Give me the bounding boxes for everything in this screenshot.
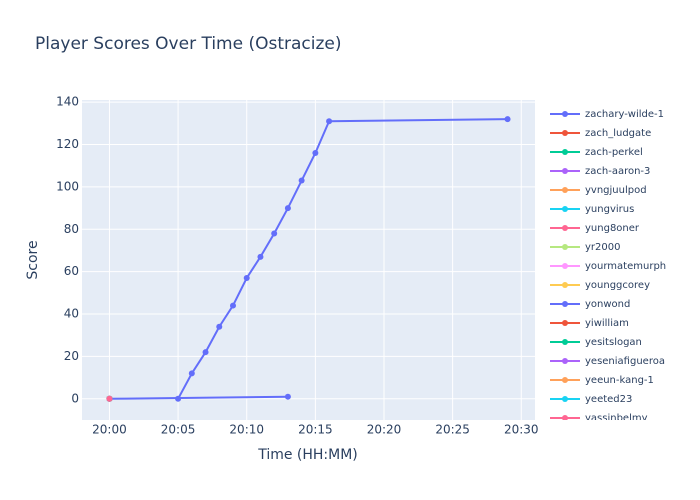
y-tick-label: 0 bbox=[71, 391, 79, 405]
legend-label: younggcorey bbox=[585, 280, 650, 291]
legend-label: yeeun-kang-1 bbox=[585, 375, 654, 386]
legend[interactable]: zachary-wilde-1 zach_ludgate zach-perkel za… bbox=[550, 109, 666, 424]
legend-label: yung8oner bbox=[585, 223, 640, 234]
y-tick-label: 60 bbox=[64, 264, 79, 278]
legend-marker bbox=[562, 301, 568, 307]
legend-marker bbox=[562, 263, 568, 269]
legend-marker bbox=[562, 168, 568, 174]
legend-item[interactable]: yonwond bbox=[550, 299, 630, 310]
legend-marker bbox=[562, 111, 568, 117]
legend-marker bbox=[562, 396, 568, 402]
data-point bbox=[284, 205, 291, 212]
legend-marker bbox=[562, 206, 568, 212]
data-point bbox=[504, 116, 511, 123]
legend-item[interactable]: yeseniafigueroa bbox=[550, 356, 665, 367]
legend-label: yvngjuulpod bbox=[585, 185, 647, 196]
legend-item[interactable]: yesitslogan bbox=[550, 337, 642, 348]
legend-item[interactable]: zachary-wilde-1 bbox=[550, 109, 664, 120]
chart-title: Player Scores Over Time (Ostracize) bbox=[35, 34, 342, 54]
y-tick-label: 140 bbox=[56, 95, 79, 109]
data-point bbox=[298, 177, 305, 184]
series-line bbox=[109, 395, 288, 400]
x-tick-label: 20:05 bbox=[161, 423, 196, 437]
y-tick-label: 20 bbox=[64, 349, 79, 363]
data-point bbox=[257, 253, 264, 260]
data-point bbox=[243, 275, 250, 282]
legend-marker bbox=[562, 149, 568, 155]
y-axis-label: Score bbox=[25, 240, 41, 279]
plot-area bbox=[82, 100, 535, 420]
legend-label: yeseniafigueroa bbox=[585, 356, 665, 367]
legend-marker bbox=[562, 320, 568, 326]
legend-label: yungvirus bbox=[585, 204, 634, 215]
legend-label: yr2000 bbox=[585, 242, 620, 253]
legend-marker bbox=[562, 244, 568, 250]
legend-item[interactable]: yung8oner bbox=[550, 223, 640, 234]
legend-label: zach_ludgate bbox=[585, 128, 651, 139]
data-point bbox=[326, 118, 333, 125]
legend-label: yiwilliam bbox=[585, 318, 629, 329]
legend-item[interactable]: zach_ludgate bbox=[550, 128, 651, 139]
legend-marker bbox=[562, 282, 568, 288]
y-tick-label: 80 bbox=[64, 222, 79, 236]
y-tick-label: 40 bbox=[64, 307, 79, 321]
legend-label: yassinbelmy bbox=[585, 413, 648, 424]
legend-label: yourmatemurph bbox=[585, 261, 666, 272]
y-tick-label: 120 bbox=[56, 137, 79, 151]
legend-item[interactable]: yeeted23 bbox=[550, 394, 632, 405]
x-tick-label: 20:10 bbox=[229, 423, 264, 437]
legend-item[interactable]: yourmatemurph bbox=[550, 261, 666, 272]
legend-label: zach-aaron-3 bbox=[585, 166, 650, 177]
legend-label: zach-perkel bbox=[585, 147, 643, 158]
legend-item[interactable]: yungvirus bbox=[550, 204, 634, 215]
x-tick-label: 20:30 bbox=[504, 423, 539, 437]
data-point bbox=[106, 395, 113, 402]
x-tick-label: 20:15 bbox=[298, 423, 333, 437]
legend-marker bbox=[562, 377, 568, 383]
legend-marker bbox=[562, 358, 568, 364]
legend-label: zachary-wilde-1 bbox=[585, 109, 664, 120]
legend-item[interactable]: yr2000 bbox=[550, 242, 620, 253]
data-point bbox=[284, 393, 291, 400]
plot bbox=[106, 116, 511, 402]
legend-marker bbox=[562, 130, 568, 136]
data-point bbox=[188, 370, 195, 377]
legend-item[interactable]: yassinbelmy bbox=[550, 413, 648, 424]
legend-item[interactable]: yeeun-kang-1 bbox=[550, 375, 654, 386]
data-point bbox=[271, 230, 278, 237]
legend-item[interactable]: zach-perkel bbox=[550, 147, 643, 158]
legend-label: yonwond bbox=[585, 299, 630, 310]
data-point bbox=[230, 302, 236, 309]
legend-label: yeeted23 bbox=[585, 394, 632, 405]
legend-item[interactable]: younggcorey bbox=[550, 280, 650, 291]
legend-marker bbox=[562, 415, 568, 420]
x-tick-label: 20:25 bbox=[435, 423, 470, 437]
legend-marker bbox=[562, 225, 568, 231]
legend-item[interactable]: yvngjuulpod bbox=[550, 185, 647, 196]
legend-marker bbox=[562, 187, 568, 193]
legend-item[interactable]: yiwilliam bbox=[550, 318, 629, 329]
legend-marker bbox=[562, 339, 568, 345]
legend-item[interactable]: zach-aaron-3 bbox=[550, 166, 650, 177]
x-tick-label: 20:00 bbox=[92, 423, 127, 437]
legend-label: yesitslogan bbox=[585, 337, 642, 348]
x-axis-label: Time (HH:MM) bbox=[257, 447, 358, 463]
y-tick-label: 100 bbox=[56, 179, 79, 193]
x-tick-label: 20:20 bbox=[367, 423, 402, 437]
data-point bbox=[202, 349, 209, 356]
data-point bbox=[312, 149, 319, 156]
data-point bbox=[216, 323, 223, 330]
